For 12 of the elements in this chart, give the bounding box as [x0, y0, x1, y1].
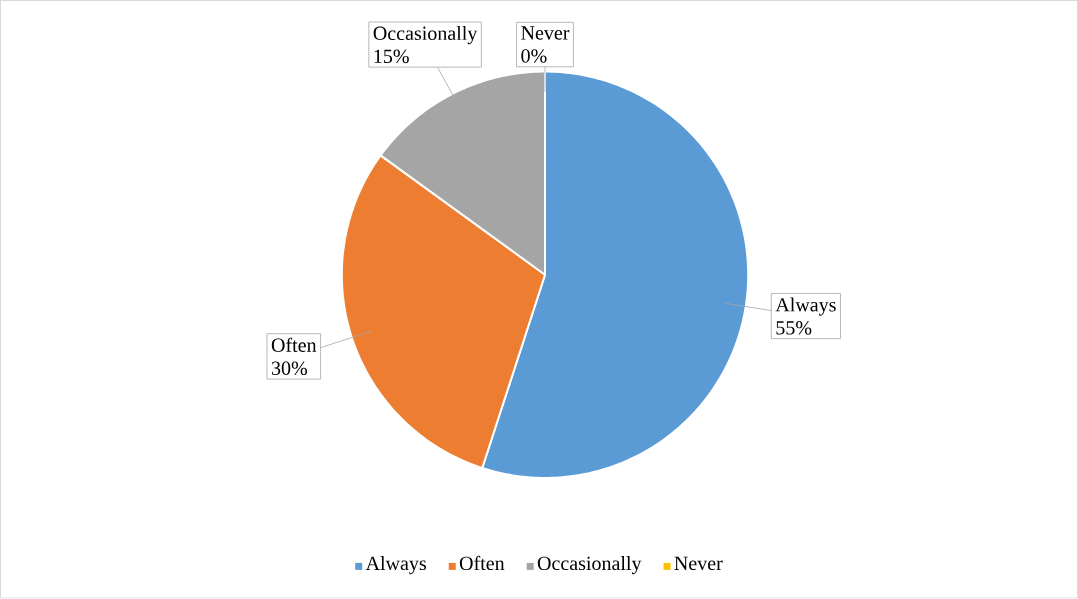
legend-label: Occasionally	[537, 556, 642, 575]
slice-label: Often	[271, 337, 317, 353]
slice-label: Occasionally	[373, 26, 478, 45]
data-label: 30%	[271, 361, 308, 376]
legend-label: Often	[459, 556, 505, 571]
data-label: 15%	[374, 49, 409, 64]
legend-label: Never	[674, 557, 723, 571]
legend-label: Always	[365, 556, 426, 575]
data-label: 55%	[776, 321, 812, 335]
text: 0%	[521, 49, 547, 63]
category-label: Never	[521, 26, 570, 40]
slice-label: Always	[775, 297, 836, 316]
